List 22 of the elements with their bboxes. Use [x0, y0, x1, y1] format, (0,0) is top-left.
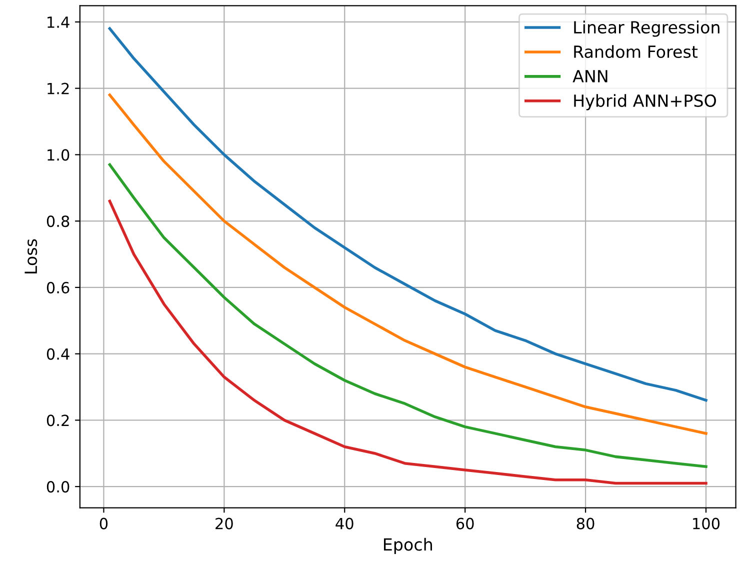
x-tick-label: 80 [576, 518, 594, 530]
x-tick-label: 20 [216, 518, 233, 530]
y-tick-label: 1.0 [48, 149, 70, 161]
y-tick-label: 0.8 [46, 216, 70, 228]
y-tick-label: 0.6 [46, 282, 70, 294]
legend-label: Random Forest [574, 45, 698, 58]
y-tick-label: 0.2 [46, 414, 69, 426]
y-tick-label: 1.2 [48, 82, 69, 94]
legend-label: Linear Regression [574, 20, 720, 37]
x-tick-label: 40 [336, 518, 354, 530]
line-series [108, 163, 708, 468]
y-tick-label: 0.4 [46, 348, 70, 360]
x-tick-label: 100 [693, 518, 720, 530]
legend-label: ANN [572, 70, 608, 82]
y-axis-title: Loss [24, 239, 38, 274]
x-axis-title: Epoch [384, 538, 432, 554]
x-tick-label: 0 [100, 518, 108, 530]
x-tick-label: 60 [456, 518, 474, 530]
legend-label: Hybrid ANN+PSO [574, 94, 716, 110]
line-series [108, 200, 708, 485]
y-tick-label: 0.0 [46, 481, 70, 493]
y-tick-label: 1.4 [48, 16, 70, 28]
